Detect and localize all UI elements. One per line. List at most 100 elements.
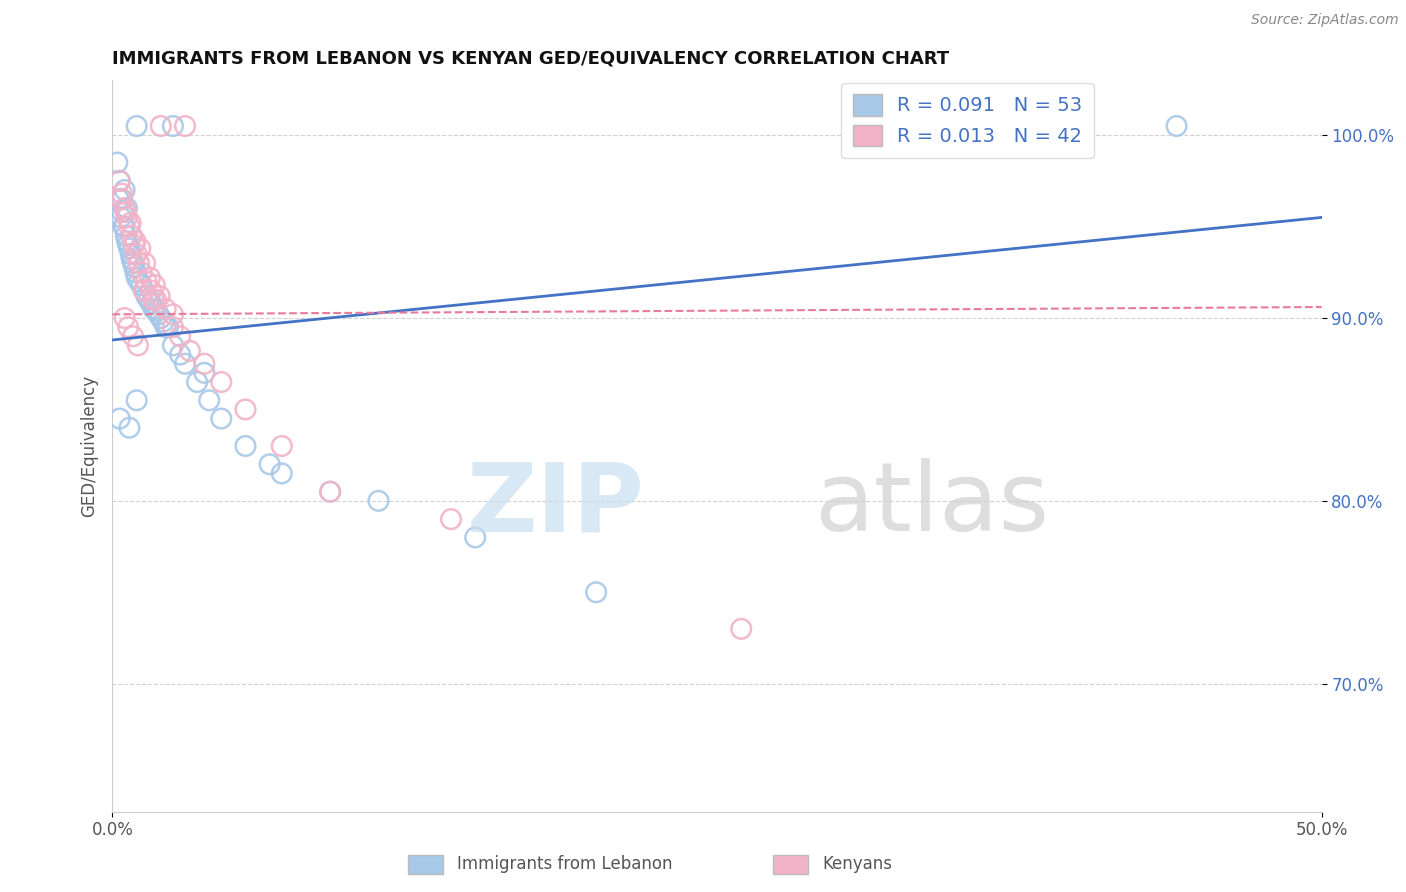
Point bbox=[730, 622, 752, 636]
Point bbox=[115, 234, 138, 248]
Point bbox=[115, 211, 138, 225]
Point bbox=[179, 343, 201, 358]
Point bbox=[128, 256, 150, 270]
Point bbox=[114, 311, 136, 326]
Legend: R = 0.091   N = 53, R = 0.013   N = 42: R = 0.091 N = 53, R = 0.013 N = 42 bbox=[841, 83, 1094, 158]
Point bbox=[120, 216, 142, 230]
Point bbox=[198, 393, 221, 408]
Point bbox=[162, 307, 184, 321]
Point bbox=[110, 211, 132, 225]
Point bbox=[125, 119, 148, 133]
Point bbox=[145, 303, 167, 318]
Point bbox=[270, 467, 292, 481]
Point bbox=[193, 357, 215, 371]
Point bbox=[114, 205, 136, 219]
Point bbox=[132, 284, 155, 298]
Point bbox=[142, 301, 165, 316]
Point bbox=[135, 289, 157, 303]
Point bbox=[120, 247, 142, 261]
Point bbox=[157, 320, 180, 334]
Point bbox=[125, 270, 148, 285]
Point bbox=[105, 155, 128, 169]
Point bbox=[127, 338, 149, 352]
Point bbox=[114, 183, 136, 197]
Point bbox=[141, 284, 163, 298]
Point bbox=[134, 256, 156, 270]
Point bbox=[193, 366, 215, 380]
Point bbox=[270, 439, 292, 453]
Text: ZIP: ZIP bbox=[467, 458, 644, 551]
Point bbox=[114, 219, 136, 234]
Point bbox=[149, 119, 172, 133]
Point bbox=[186, 375, 208, 389]
Point bbox=[141, 296, 163, 310]
Point bbox=[122, 238, 145, 252]
Point bbox=[124, 234, 146, 248]
Point bbox=[121, 252, 143, 267]
Point bbox=[128, 275, 150, 289]
Point bbox=[117, 320, 139, 334]
Point bbox=[118, 242, 141, 256]
Text: Immigrants from Lebanon: Immigrants from Lebanon bbox=[457, 855, 672, 873]
Point bbox=[108, 174, 131, 188]
Point bbox=[152, 315, 174, 329]
Point bbox=[319, 484, 342, 499]
Point bbox=[367, 494, 389, 508]
Point bbox=[1166, 119, 1188, 133]
Point bbox=[162, 338, 184, 352]
Point bbox=[209, 375, 232, 389]
Point bbox=[138, 293, 160, 307]
Point bbox=[108, 174, 131, 188]
Point bbox=[440, 512, 463, 526]
Point bbox=[118, 421, 141, 435]
Point bbox=[131, 278, 153, 293]
Point bbox=[111, 205, 134, 219]
Point bbox=[585, 585, 607, 599]
Point bbox=[111, 186, 134, 201]
Point bbox=[169, 329, 191, 343]
Point bbox=[139, 270, 162, 285]
Point bbox=[132, 284, 155, 298]
Point bbox=[464, 531, 486, 545]
Point bbox=[112, 219, 135, 234]
Point bbox=[149, 289, 172, 303]
Point bbox=[111, 192, 134, 206]
Point bbox=[107, 192, 129, 206]
Point bbox=[259, 458, 281, 472]
Point bbox=[114, 202, 136, 216]
Point bbox=[143, 278, 166, 293]
Text: atlas: atlas bbox=[814, 458, 1049, 551]
Text: IMMIGRANTS FROM LEBANON VS KENYAN GED/EQUIVALENCY CORRELATION CHART: IMMIGRANTS FROM LEBANON VS KENYAN GED/EQ… bbox=[112, 50, 949, 68]
Point bbox=[122, 260, 145, 274]
Point bbox=[114, 228, 136, 243]
Point bbox=[145, 293, 167, 307]
Point bbox=[174, 119, 197, 133]
Point bbox=[122, 329, 145, 343]
Point bbox=[135, 275, 157, 289]
Point bbox=[125, 393, 148, 408]
Point bbox=[162, 320, 184, 334]
Y-axis label: GED/Equivalency: GED/Equivalency bbox=[80, 375, 98, 517]
Point bbox=[124, 265, 146, 279]
Point bbox=[155, 301, 177, 316]
Point bbox=[131, 265, 153, 279]
Point bbox=[142, 293, 165, 307]
Point bbox=[125, 247, 148, 261]
Point bbox=[117, 238, 139, 252]
Point bbox=[129, 242, 152, 256]
Point bbox=[162, 119, 184, 133]
Point bbox=[149, 311, 172, 326]
Point bbox=[115, 202, 138, 216]
Point bbox=[108, 411, 131, 425]
Point bbox=[110, 192, 132, 206]
Point bbox=[118, 219, 141, 234]
Point bbox=[174, 357, 197, 371]
Point bbox=[155, 320, 177, 334]
Point bbox=[235, 439, 257, 453]
Text: Kenyans: Kenyans bbox=[823, 855, 893, 873]
Point bbox=[121, 228, 143, 243]
Text: Source: ZipAtlas.com: Source: ZipAtlas.com bbox=[1251, 13, 1399, 28]
Point bbox=[235, 402, 257, 417]
Point bbox=[319, 484, 342, 499]
Point bbox=[209, 411, 232, 425]
